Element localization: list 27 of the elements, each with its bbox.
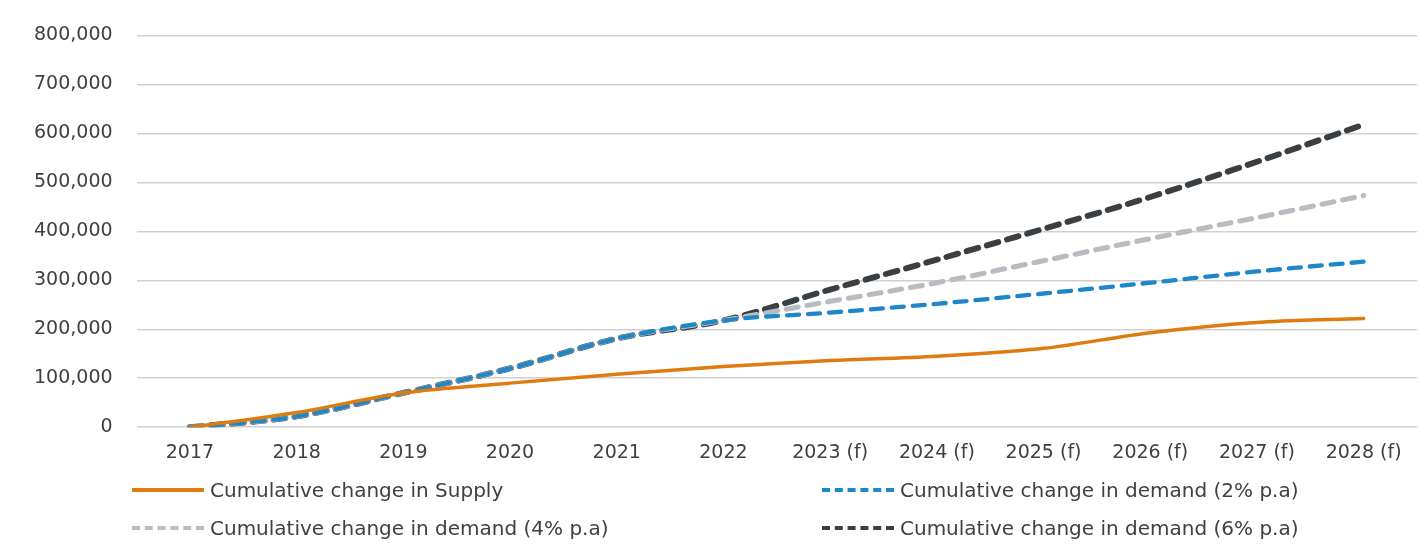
line-series <box>188 316 1366 428</box>
legend-label: Cumulative change in demand (6% p.a) <box>900 516 1299 540</box>
x-tick-label: 2017 <box>165 439 215 462</box>
y-tick-label: 800,000 <box>33 22 113 45</box>
x-tick-label: 2018 <box>272 439 321 462</box>
x-tick-label: 2021 <box>592 439 641 462</box>
x-tick-label: 2028 (f) <box>1325 439 1402 462</box>
x-tick-label: 2024 (f) <box>898 439 975 462</box>
y-tick-label: 500,000 <box>33 169 113 192</box>
y-tick-label: 300,000 <box>33 267 113 290</box>
y-tick-label: 700,000 <box>33 71 113 94</box>
x-tick-label: 2019 <box>379 439 428 462</box>
y-tick-label: 200,000 <box>33 316 113 339</box>
x-tick-label: 2027 (f) <box>1218 439 1295 462</box>
y-tick-label: 600,000 <box>33 120 113 143</box>
legend-label: Cumulative change in demand (4% p.a) <box>210 516 609 540</box>
x-tick-label: 2020 <box>485 439 535 462</box>
y-tick-label: 0 <box>100 414 113 437</box>
legend-label: Cumulative change in demand (2% p.a) <box>900 478 1299 502</box>
x-tick-label: 2022 <box>699 439 748 462</box>
legend-label: Cumulative change in Supply <box>210 478 504 502</box>
x-tick-label: 2023 (f) <box>792 439 869 462</box>
x-tick-label: 2026 (f) <box>1112 439 1189 462</box>
y-tick-label: 100,000 <box>33 365 113 388</box>
line-series <box>187 259 1366 428</box>
y-tick-label: 400,000 <box>33 218 113 241</box>
x-tick-label: 2025 (f) <box>1005 439 1082 462</box>
